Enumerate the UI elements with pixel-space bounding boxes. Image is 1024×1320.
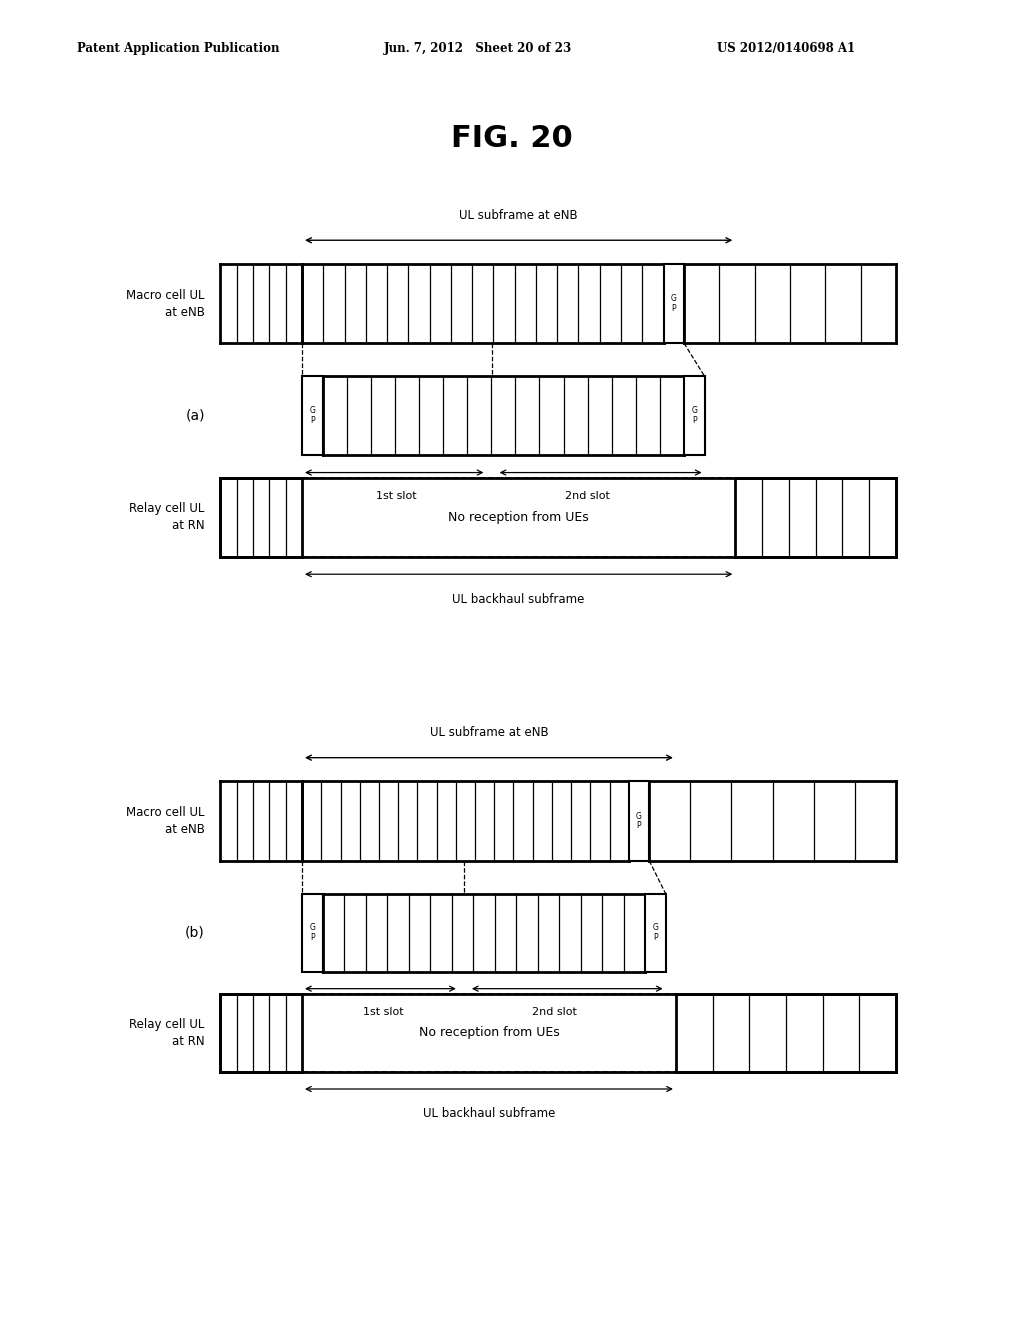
Text: Macro cell UL
at eNB: Macro cell UL at eNB (126, 807, 205, 836)
Text: Relay cell UL
at RN: Relay cell UL at RN (129, 503, 205, 532)
Text: US 2012/0140698 A1: US 2012/0140698 A1 (717, 42, 855, 55)
Text: G
P: G P (309, 407, 315, 425)
Text: 2nd slot: 2nd slot (532, 1007, 577, 1018)
Text: (b): (b) (185, 925, 205, 940)
Bar (302, 894, 323, 972)
Bar (664, 264, 684, 343)
Bar (302, 994, 676, 1072)
Text: 1st slot: 1st slot (362, 1007, 403, 1018)
Text: G
P: G P (309, 923, 315, 942)
Text: No reception from UEs: No reception from UEs (419, 1027, 559, 1039)
Text: G
P: G P (671, 294, 677, 313)
Bar (629, 781, 649, 861)
Bar (302, 376, 323, 455)
Text: 2nd slot: 2nd slot (565, 491, 610, 502)
Bar (645, 894, 666, 972)
Text: UL backhaul subframe: UL backhaul subframe (453, 593, 585, 606)
Text: G
P: G P (691, 407, 697, 425)
Bar (302, 478, 735, 557)
Text: G
P: G P (636, 812, 642, 830)
Text: UL subframe at eNB: UL subframe at eNB (430, 726, 548, 739)
Text: No reception from UEs: No reception from UEs (449, 511, 589, 524)
Text: FIG. 20: FIG. 20 (452, 124, 572, 153)
Bar (684, 376, 705, 455)
Text: Jun. 7, 2012   Sheet 20 of 23: Jun. 7, 2012 Sheet 20 of 23 (384, 42, 572, 55)
Text: UL subframe at eNB: UL subframe at eNB (460, 209, 578, 222)
Text: Relay cell UL
at RN: Relay cell UL at RN (129, 1018, 205, 1048)
Text: (a): (a) (185, 409, 205, 422)
Text: G
P: G P (652, 923, 658, 942)
Text: 1st slot: 1st slot (377, 491, 417, 502)
Text: Macro cell UL
at eNB: Macro cell UL at eNB (126, 289, 205, 318)
Text: Patent Application Publication: Patent Application Publication (77, 42, 280, 55)
Text: UL backhaul subframe: UL backhaul subframe (423, 1107, 555, 1121)
